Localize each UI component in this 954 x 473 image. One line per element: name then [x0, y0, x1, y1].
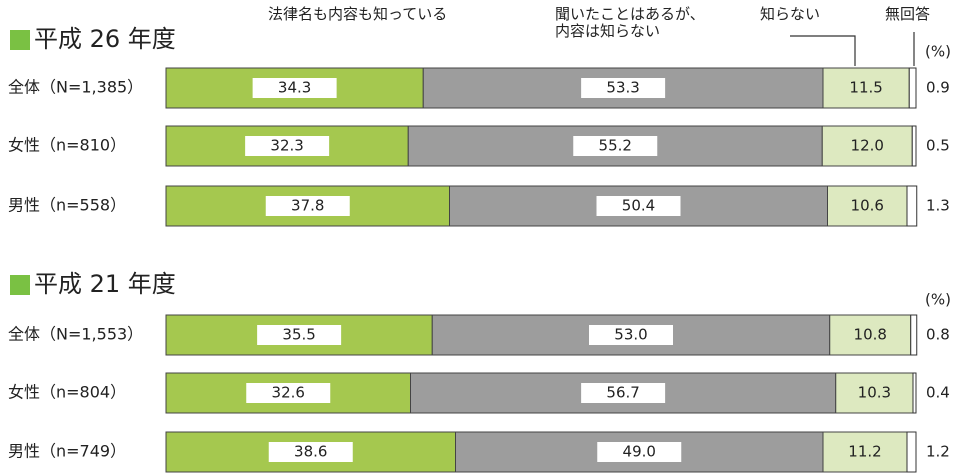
legend-label: 法律名も内容も知っている [268, 5, 448, 23]
value-label-box [268, 442, 353, 462]
value-label-box [246, 383, 331, 403]
value-label: 10.6 [851, 197, 884, 215]
legend-leaders [790, 32, 915, 66]
value-label: 0.5 [926, 137, 950, 155]
chart-title: 平成 21 年度 [34, 270, 176, 298]
value-label-box [252, 78, 337, 98]
value-label: 32.3 [270, 137, 303, 155]
bar-segment [827, 185, 908, 227]
value-label: 0.9 [926, 79, 950, 97]
value-label: 32.6 [272, 384, 305, 402]
value-label: 56.7 [606, 384, 639, 402]
legend-label: 無回答 [885, 5, 931, 23]
value-label: 11.5 [849, 79, 882, 97]
legend-label: 聞いたことはあるが、 内容は知らない [555, 5, 705, 40]
value-label-box [265, 196, 350, 216]
value-label: 0.4 [926, 384, 950, 402]
value-label-box [596, 196, 681, 216]
bar-segment [821, 125, 913, 167]
bar-segment [906, 185, 918, 227]
title-marker [10, 275, 30, 295]
category-label: 女性（n=804） [8, 383, 126, 402]
unit-label: (%) [925, 43, 951, 61]
bar-segment [910, 314, 918, 356]
bar-segment [911, 125, 917, 167]
bar-segment [835, 372, 914, 414]
category-label: 全体（N=1,385） [8, 78, 143, 97]
value-label: 38.6 [294, 443, 327, 461]
value-label-box [597, 442, 682, 462]
value-label: 50.4 [622, 197, 655, 215]
bar-segment [829, 314, 912, 356]
value-label: 37.8 [291, 197, 324, 215]
unit-label: (%) [925, 291, 951, 309]
title-marker [10, 30, 30, 50]
value-label: 34.3 [278, 79, 311, 97]
chart-title: 平成 26 年度 [34, 25, 176, 53]
category-label: 女性（n=810） [8, 136, 126, 155]
value-label-box [581, 383, 666, 403]
value-label: 35.5 [282, 326, 315, 344]
bar-segment [906, 431, 917, 473]
bar-segment [912, 372, 917, 414]
value-label: 11.2 [848, 443, 881, 461]
value-label: 10.3 [858, 384, 891, 402]
value-label-box [581, 78, 666, 98]
value-label-box [257, 325, 342, 345]
value-label: 1.2 [926, 443, 950, 461]
value-label: 1.3 [926, 197, 950, 215]
value-label: 53.0 [614, 326, 647, 344]
value-label: 12.0 [851, 137, 884, 155]
value-label-box [589, 325, 673, 345]
category-label: 男性（n=749） [8, 442, 126, 461]
value-label-box [573, 136, 658, 156]
value-label: 0.8 [926, 326, 950, 344]
value-label-box [245, 136, 330, 156]
value-label: 53.3 [606, 79, 639, 97]
category-label: 全体（N=1,553） [8, 325, 143, 344]
legend-label: 知らない [760, 5, 821, 23]
category-label: 男性（n=558） [8, 196, 126, 215]
value-label: 49.0 [623, 443, 656, 461]
value-label: 10.8 [854, 326, 887, 344]
bar-segment [908, 67, 917, 109]
value-label: 55.2 [599, 137, 632, 155]
